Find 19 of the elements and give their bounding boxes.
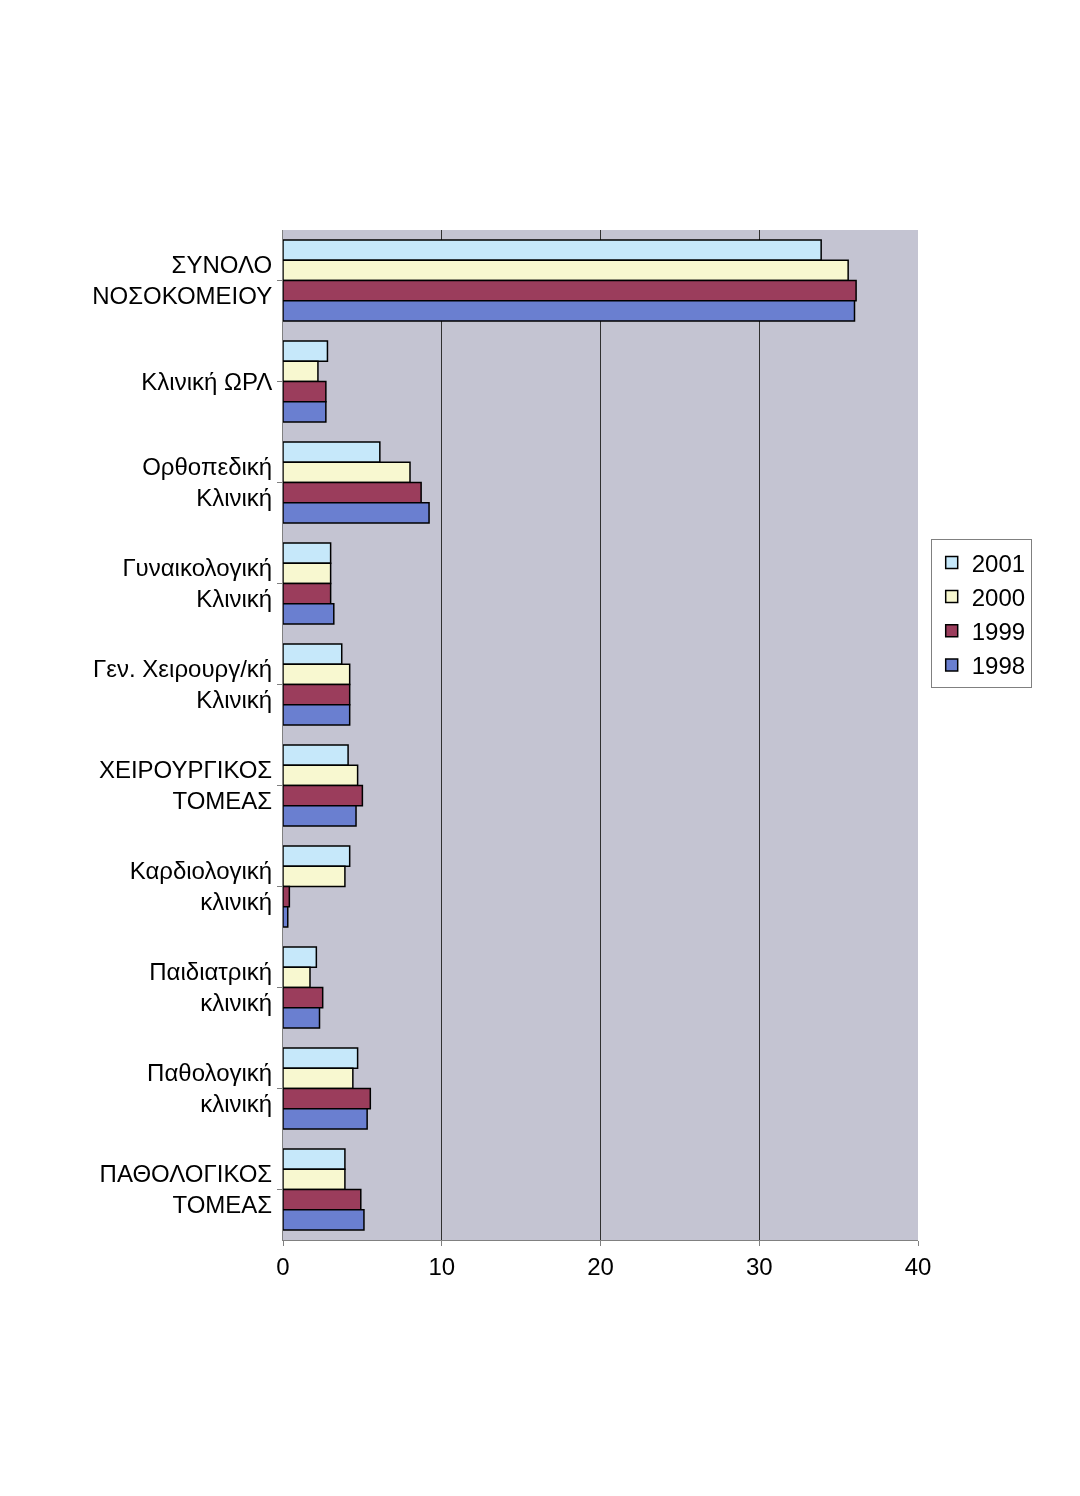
y-tick-label: Κλινική ΩΡΛ — [141, 367, 273, 395]
legend-label: 1999 — [971, 618, 1026, 646]
y-tick-label: ΠΑΘΟΛΟΓΙΚΟΣ ΤΟΜΕΑΣ — [99, 1160, 273, 1219]
legend-label: 2001 — [971, 549, 1026, 577]
legend-label: 2000 — [971, 583, 1026, 611]
x-tick-label: 10 — [428, 1252, 456, 1280]
y-tick-label: Καρδιολογική κλινική — [129, 857, 273, 916]
y-tick-label: Ορθοπεδική Κλινική — [142, 453, 273, 512]
y-tick-label: ΣΥΝΟΛΟ ΝΟΣΟΚΟΜΕΙΟΥ — [92, 251, 273, 310]
y-tick-label: ΧΕΙΡΟΥΡΓΙΚΟΣ ΤΟΜΕΑΣ — [98, 756, 273, 815]
legend-label: 1998 — [971, 652, 1026, 680]
x-tick-label: 0 — [276, 1252, 290, 1280]
y-tick-label: Παιδιατρική κλινική — [149, 958, 273, 1017]
y-tick-label: Παθολογική κλινική — [147, 1059, 273, 1118]
y-tick-label: Γεν. Χειρουργ/κή Κλινική — [93, 655, 273, 714]
x-tick-label: 20 — [587, 1252, 614, 1280]
x-tick-label: 40 — [904, 1252, 932, 1280]
x-tick-label: 30 — [745, 1252, 773, 1280]
y-tick-label: Γυναικολογική Κλινική — [122, 554, 273, 613]
